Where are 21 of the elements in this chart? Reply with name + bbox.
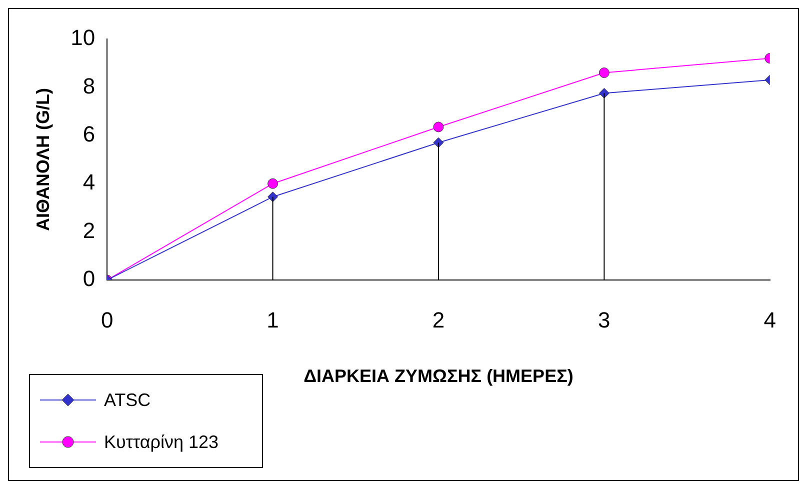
y-tick-label: 10: [70, 25, 96, 50]
x-tick-label: 3: [598, 307, 610, 332]
point: [598, 67, 610, 78]
point: [598, 88, 610, 98]
y-tick-label: 4: [82, 170, 96, 195]
y-axis-title: ΑΙΘΑΝΟΛΗ (G/L): [32, 88, 53, 232]
y-tick-label: 8: [82, 73, 96, 98]
point: [433, 122, 444, 132]
y-tick-label: 6: [82, 121, 96, 146]
y-tick-label: 0: [82, 266, 96, 292]
x-tick-label: 0: [100, 307, 114, 332]
point: [433, 137, 444, 148]
x-axis-title: ΔΙΑΡΚΕΙΑ ΖΥΜΩΣΗΣ (ΗΜΕΡΕΣ): [304, 366, 574, 386]
y-tick-label: 2: [82, 218, 96, 243]
legend-label: Κυτταρίνη 123: [104, 432, 219, 452]
x-tick-label: 1: [266, 307, 279, 332]
legend-label: ATSC: [104, 390, 151, 410]
point: [268, 192, 278, 202]
x-tick-label: 2: [432, 307, 445, 332]
x-tick-label: 4: [764, 307, 776, 332]
point: [268, 178, 278, 189]
